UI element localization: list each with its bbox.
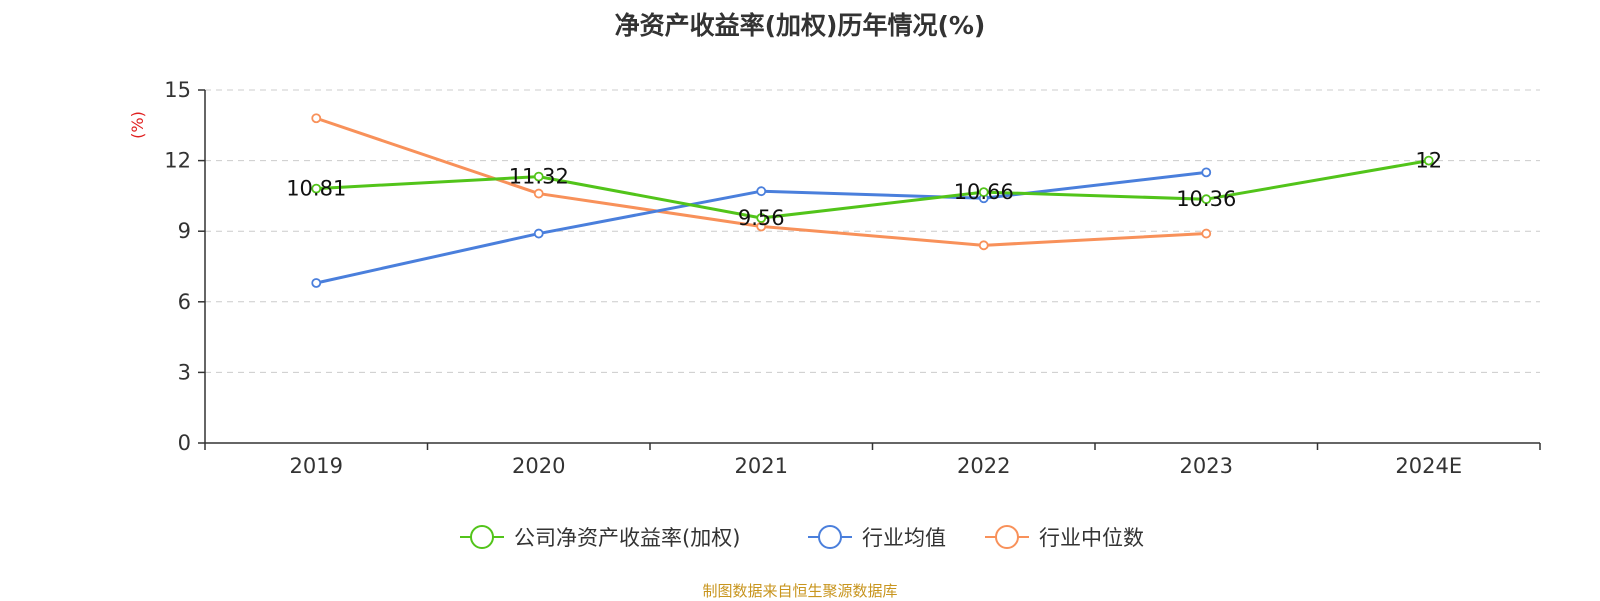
y-tick-label: 9: [178, 219, 191, 243]
data-point: [978, 240, 989, 251]
source-note: 制图数据来自恒生聚源数据库: [702, 582, 898, 600]
data-point: [1201, 167, 1212, 178]
x-tick-label: 2022: [957, 454, 1010, 478]
data-point: [533, 171, 544, 182]
data-label: 12: [1415, 149, 1442, 173]
legend-label: 行业中位数: [1039, 526, 1144, 550]
data-point: [533, 188, 544, 199]
legend-label: 公司净资产收益率(加权): [514, 526, 740, 550]
legend-marker: [995, 525, 1019, 549]
axes: 0 3 6 9 12 15 2019 2020 2021 2022 2023 2024E: [164, 78, 1541, 478]
data-point: [311, 183, 322, 194]
data-label: 10.36: [1176, 187, 1236, 211]
data-point: [1423, 155, 1434, 166]
data-point: [533, 228, 544, 239]
data-point: [978, 187, 989, 198]
y-axis-label: (%): [128, 111, 147, 139]
series-layer: [311, 113, 1434, 288]
chart-title: 净资产收益率(加权)历年情况(%): [614, 11, 986, 40]
legend-item-2[interactable]: 行业中位数: [985, 525, 1144, 550]
y-tick-label: 0: [178, 431, 191, 455]
data-point: [311, 278, 322, 288]
x-tick-label: 2021: [735, 454, 788, 478]
legend-marker: [818, 525, 842, 549]
y-tick-label: 3: [178, 360, 191, 384]
data-point: [1201, 228, 1212, 239]
legend: 公司净资产收益率(加权) 行业均值 行业中位数: [460, 525, 1144, 550]
x-tick-label: 2019: [290, 454, 343, 478]
y-tick-label: 12: [164, 149, 191, 173]
data-point: [756, 186, 767, 197]
data-label: 11.32: [509, 165, 569, 189]
legend-item-0[interactable]: 公司净资产收益率(加权): [460, 525, 740, 550]
y-tick-label: 6: [178, 290, 191, 314]
y-tick-label: 15: [164, 78, 191, 102]
data-label: 10.66: [954, 180, 1014, 204]
data-labels: 10.81 11.32 9.56 10.66 10.36 12: [286, 149, 1442, 230]
series-line-0: [316, 159, 1430, 220]
x-tick-label: 2024E: [1395, 454, 1462, 478]
data-point: [1201, 194, 1212, 205]
gridlines: [205, 89, 1540, 373]
legend-marker: [470, 525, 494, 549]
data-point: [756, 213, 767, 223]
data-label: 10.81: [286, 177, 346, 201]
x-tick-label: 2020: [512, 454, 565, 478]
data-label: 9.56: [738, 206, 785, 230]
x-tick-label: 2023: [1180, 454, 1233, 478]
legend-label: 行业均值: [862, 526, 946, 550]
data-point: [311, 113, 322, 124]
legend-item-1[interactable]: 行业均值: [808, 525, 946, 550]
